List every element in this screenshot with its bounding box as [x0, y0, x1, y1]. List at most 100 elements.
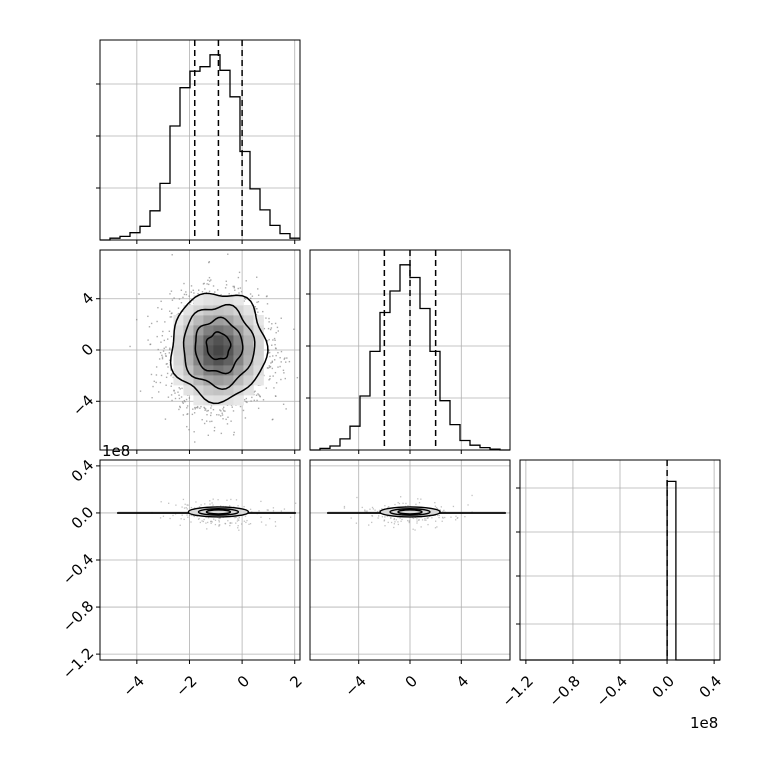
scatter-point	[253, 391, 255, 393]
scatter-point	[209, 503, 211, 505]
scatter-point	[207, 434, 210, 437]
scatter-point	[169, 316, 171, 318]
x-tick-label: −2	[172, 672, 200, 700]
scatter-point	[283, 372, 285, 374]
scatter-point	[434, 527, 437, 529]
scatter-point	[427, 523, 429, 526]
scatter-point	[172, 376, 174, 379]
density-cell	[223, 325, 234, 336]
scatter-point	[274, 525, 277, 527]
scatter-point	[408, 520, 411, 522]
scatter-point	[209, 280, 211, 282]
scatter-point	[187, 516, 189, 518]
density-cell	[193, 345, 204, 356]
scatter-point	[439, 509, 441, 512]
x-offset-label: 1e8	[690, 714, 718, 732]
scatter-point	[210, 279, 212, 281]
scatter-point	[183, 399, 186, 402]
scatter-point	[231, 522, 233, 524]
scatter-point	[219, 524, 221, 526]
density-cell	[173, 365, 184, 376]
scatter-point	[285, 408, 287, 410]
density-cell	[213, 365, 224, 376]
scatter-point	[162, 350, 165, 352]
scatter-point	[268, 349, 270, 351]
density-cell	[233, 395, 244, 406]
scatter-point	[294, 502, 297, 504]
scatter-point	[167, 366, 169, 368]
scatter-point	[418, 501, 421, 504]
scatter-point	[438, 516, 440, 519]
scatter-point	[263, 327, 266, 330]
scatter-point	[188, 428, 190, 431]
scatter-point	[277, 330, 279, 332]
scatter-point	[266, 367, 269, 369]
scatter-point	[245, 521, 247, 524]
scatter-point	[194, 507, 196, 509]
scatter-point	[268, 321, 270, 323]
x-tick-label: −4	[120, 672, 148, 700]
scatter-point	[204, 409, 206, 411]
density-cell	[183, 385, 194, 396]
scatter-point	[268, 351, 271, 354]
scatter-point	[257, 393, 259, 395]
scatter-point	[238, 519, 240, 521]
scatter-point	[438, 514, 440, 517]
scatter-point	[233, 431, 235, 434]
scatter-point	[401, 518, 403, 521]
scatter-point	[230, 498, 232, 501]
scatter-point	[260, 516, 262, 518]
scatter-point	[267, 367, 269, 369]
density-cell	[183, 365, 194, 376]
density-cell	[223, 375, 234, 386]
density-cell	[193, 385, 204, 396]
scatter-point	[178, 397, 181, 400]
scatter-point	[239, 287, 242, 289]
scatter-point	[184, 400, 186, 403]
density-cell	[223, 315, 234, 326]
density-cell	[253, 325, 264, 336]
scatter-point	[254, 306, 257, 308]
scatter-point	[181, 506, 183, 508]
scatter-point	[169, 347, 171, 349]
scatter-point	[226, 499, 228, 501]
scatter-point	[147, 315, 149, 318]
scatter-point	[149, 343, 151, 346]
scatter-point	[193, 412, 196, 414]
scatter-point	[257, 288, 259, 290]
density-cell	[243, 335, 254, 346]
scatter-point	[161, 356, 164, 358]
scatter-point	[280, 361, 282, 363]
scatter-point	[237, 527, 239, 529]
scatter-point	[156, 320, 158, 323]
density-cell	[183, 335, 194, 346]
scatter-point	[262, 399, 265, 401]
scatter-point	[225, 418, 227, 421]
scatter-point	[186, 425, 188, 428]
scatter-point	[198, 506, 201, 508]
scatter-point	[170, 385, 172, 387]
scatter-point	[378, 509, 381, 512]
scatter-point	[256, 301, 258, 304]
scatter-point	[440, 506, 442, 508]
scatter-point	[267, 327, 270, 330]
scatter-point	[265, 295, 268, 298]
scatter-point	[171, 312, 173, 314]
scatter-point	[158, 391, 160, 393]
scatter-point	[275, 395, 277, 398]
scatter-point	[170, 374, 172, 377]
density-cell	[233, 305, 244, 316]
scatter-point	[183, 293, 186, 296]
scatter-point	[442, 510, 444, 513]
scatter-point	[205, 291, 208, 294]
scatter-point	[269, 517, 271, 520]
scatter-point	[218, 521, 220, 523]
scatter-point	[170, 373, 173, 376]
scatter-point	[179, 388, 181, 390]
scatter-point	[150, 322, 153, 325]
joint-panel-p1-p0	[99, 249, 301, 451]
scatter-point	[421, 519, 424, 521]
density-cell	[253, 355, 264, 366]
scatter-point	[416, 522, 418, 524]
scatter-point	[198, 517, 200, 520]
